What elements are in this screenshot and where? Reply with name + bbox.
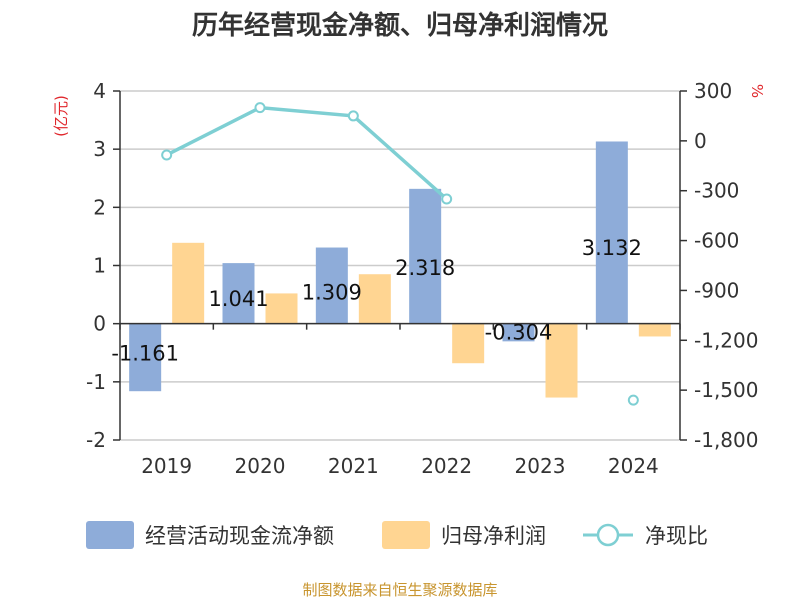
right-axis-tick-label: -900 xyxy=(694,278,739,302)
right-axis-tick-label: -1,800 xyxy=(694,428,758,452)
x-axis-tick-label: 2021 xyxy=(328,454,379,478)
ratio-point xyxy=(347,110,359,122)
right-axis-tick-label: -1,200 xyxy=(694,328,758,352)
ratio-point xyxy=(441,193,453,205)
source-note: 制图数据来自恒生聚源数据库 xyxy=(302,581,497,599)
ratio-line-segment xyxy=(165,105,448,201)
bar-cash xyxy=(409,188,442,324)
right-axis-tick-label: 300 xyxy=(694,79,732,103)
bar-profit xyxy=(265,293,298,324)
bar-profit xyxy=(172,242,205,324)
right-axis-tick-label: 0 xyxy=(694,129,707,153)
legend-swatch-profit xyxy=(382,521,430,549)
x-axis-tick-label: 2022 xyxy=(421,454,472,478)
ratio-point xyxy=(254,102,266,114)
bar-cash xyxy=(595,141,628,324)
bar-cash-label: 2.318 xyxy=(395,256,455,280)
axes: 4 3 2 1 0 -1 -2 300 0 -300 -600 -900 -1,200 -1,500 -1,… xyxy=(86,79,758,478)
left-axis-unit: (亿元) xyxy=(52,95,70,137)
chart-title: 历年经营现金净额、归母净利润情况 xyxy=(192,10,608,41)
legend: 经营活动现金流净额 归母净利润 净现比 xyxy=(86,521,708,549)
left-axis-tick-label: 3 xyxy=(93,137,106,161)
bar-cash xyxy=(502,323,535,342)
ratio-point xyxy=(627,394,639,406)
left-axis-tick-label: -1 xyxy=(86,370,106,394)
x-axis-tick-label: 2019 xyxy=(141,454,192,478)
bar-profit xyxy=(638,323,671,337)
left-axis-tick-label: -2 xyxy=(86,428,106,452)
bar-profit xyxy=(545,323,578,398)
left-axis-tick-label: 1 xyxy=(93,254,106,278)
bar-cash-label: 3.132 xyxy=(582,236,642,260)
right-axis-tick-label: -1,500 xyxy=(694,378,758,402)
bar-cash-label: 1.309 xyxy=(302,281,362,305)
left-axis-tick-label: 4 xyxy=(93,79,106,103)
left-axis-tick-label: 2 xyxy=(93,195,106,219)
legend-swatch-cash xyxy=(86,521,134,549)
bar-profit xyxy=(358,274,391,324)
bar-cash-label: 1.041 xyxy=(208,287,268,311)
legend-label-profit: 归母净利润 xyxy=(441,524,546,548)
data-labels: -1.161 1.041 1.309 2.318 -0.304 3.132 xyxy=(111,236,642,366)
bar-profit xyxy=(452,323,485,364)
legend-marker-ratio xyxy=(596,523,620,547)
bar-cash xyxy=(315,247,348,324)
legend-label-cash: 经营活动现金流净额 xyxy=(145,524,334,548)
bar-cash xyxy=(129,323,162,392)
bars xyxy=(129,141,671,398)
x-axis-tick-label: 2023 xyxy=(515,454,566,478)
right-axis-tick-label: -300 xyxy=(694,179,739,203)
left-axis-tick-label: 0 xyxy=(93,312,106,336)
x-axis-tick-label: 2024 xyxy=(608,454,659,478)
x-axis-tick-label: 2020 xyxy=(235,454,286,478)
bar-cash-label: -0.304 xyxy=(485,320,553,344)
legend-label-ratio: 净现比 xyxy=(645,524,708,548)
right-axis-unit: % xyxy=(748,84,766,98)
right-axis-tick-label: -600 xyxy=(694,229,739,253)
ratio-point xyxy=(161,149,173,161)
bar-cash-label: -1.161 xyxy=(111,342,179,366)
ratio-line xyxy=(161,102,639,406)
bar-cash xyxy=(222,263,255,324)
